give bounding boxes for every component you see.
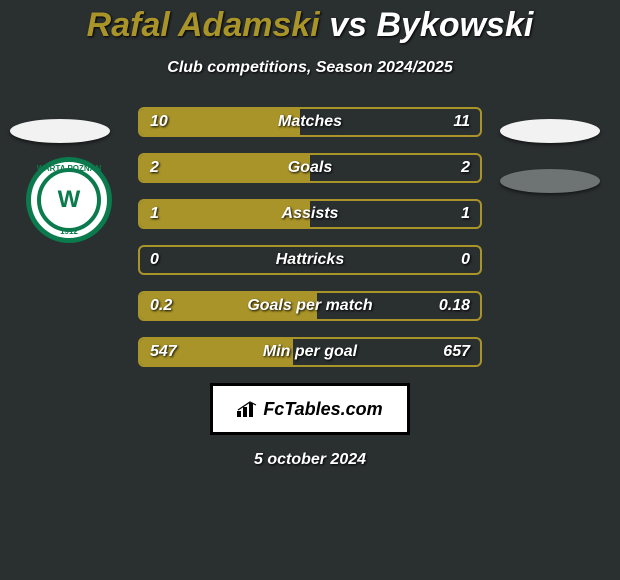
crest-top-text: WARTA POZNAN bbox=[26, 164, 112, 173]
player2-name: Bykowski bbox=[376, 6, 533, 44]
stat-row: 2Goals2 bbox=[138, 153, 482, 183]
player1-marker-icon bbox=[10, 119, 110, 143]
stat-row: 1Assists1 bbox=[138, 199, 482, 229]
comparison-title: Rafal Adamski vs Bykowski bbox=[0, 0, 620, 45]
stat-label: Matches bbox=[140, 109, 480, 135]
player2-shadow-icon bbox=[500, 169, 600, 193]
stat-row: 547Min per goal657 bbox=[138, 337, 482, 367]
stat-value-right: 657 bbox=[443, 339, 470, 365]
brand-chart-icon bbox=[237, 401, 257, 417]
vs-label: vs bbox=[329, 6, 367, 44]
brand-text: FcTables.com bbox=[263, 399, 382, 420]
stat-label: Goals per match bbox=[140, 293, 480, 319]
stat-label: Goals bbox=[140, 155, 480, 181]
club-crest-icon: WARTA POZNAN W 1912 bbox=[26, 157, 112, 243]
stats-bars: 10Matches112Goals21Assists10Hattricks00.… bbox=[138, 107, 482, 367]
crest-year: 1912 bbox=[26, 227, 112, 236]
stat-row: 0.2Goals per match0.18 bbox=[138, 291, 482, 321]
subtitle: Club competitions, Season 2024/2025 bbox=[0, 59, 620, 77]
stat-value-right: 0 bbox=[461, 247, 470, 273]
stat-label: Assists bbox=[140, 201, 480, 227]
stat-value-right: 0.18 bbox=[439, 293, 470, 319]
date-label: 5 october 2024 bbox=[0, 451, 620, 469]
stat-label: Min per goal bbox=[140, 339, 480, 365]
stat-value-right: 2 bbox=[461, 155, 470, 181]
brand-box[interactable]: FcTables.com bbox=[210, 383, 410, 435]
stats-area: WARTA POZNAN W 1912 10Matches112Goals21A… bbox=[0, 107, 620, 367]
stat-value-right: 1 bbox=[461, 201, 470, 227]
stat-value-right: 11 bbox=[453, 109, 470, 135]
player1-name: Rafal Adamski bbox=[87, 6, 320, 44]
stat-row: 0Hattricks0 bbox=[138, 245, 482, 275]
player2-marker-icon bbox=[500, 119, 600, 143]
stat-label: Hattricks bbox=[140, 247, 480, 273]
crest-letter: W bbox=[37, 168, 101, 232]
stat-row: 10Matches11 bbox=[138, 107, 482, 137]
